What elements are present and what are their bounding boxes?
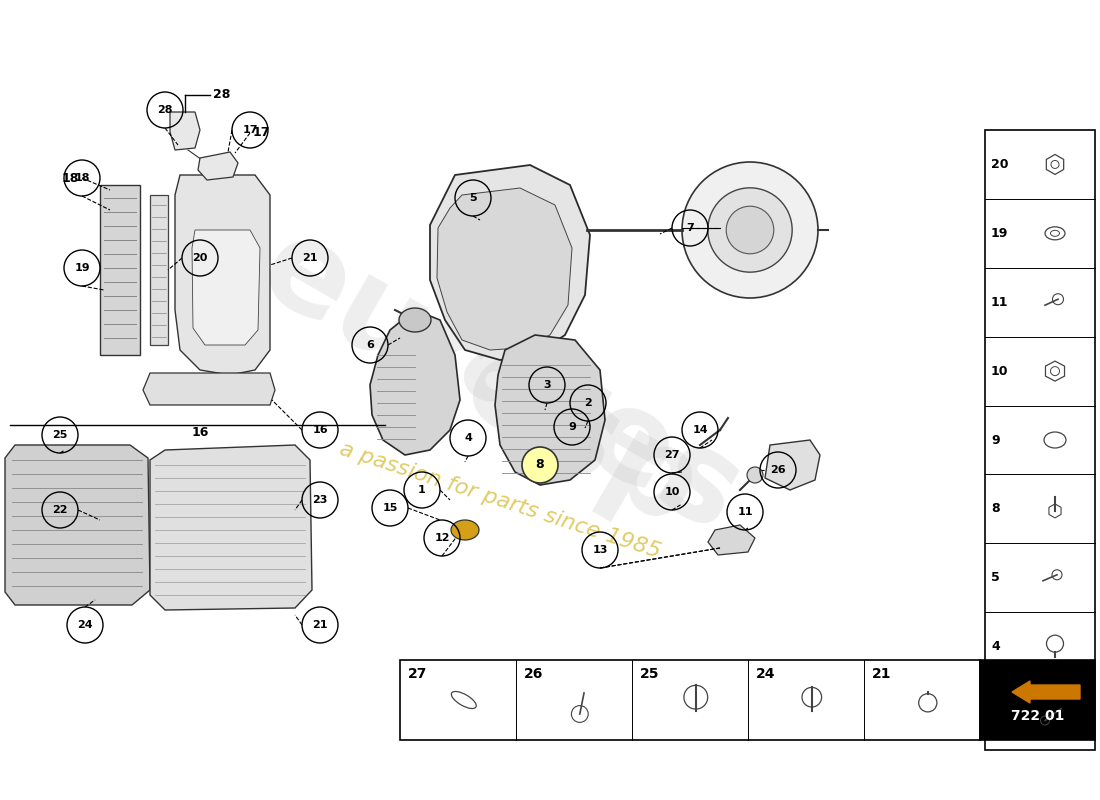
- Text: 9: 9: [991, 434, 1000, 446]
- Text: 17: 17: [253, 126, 271, 139]
- Text: 15: 15: [383, 503, 398, 513]
- Text: 7: 7: [686, 223, 694, 233]
- Text: eurosp: eurosp: [240, 206, 720, 554]
- Text: 21: 21: [302, 253, 318, 263]
- Text: 25: 25: [640, 667, 660, 681]
- Polygon shape: [150, 445, 312, 610]
- Text: 4: 4: [991, 640, 1000, 653]
- Text: 9: 9: [568, 422, 576, 432]
- Polygon shape: [170, 112, 200, 150]
- Circle shape: [707, 188, 792, 272]
- Ellipse shape: [399, 308, 431, 332]
- Ellipse shape: [451, 520, 478, 540]
- Bar: [400, 660, 980, 740]
- Polygon shape: [370, 310, 460, 455]
- Polygon shape: [6, 445, 150, 605]
- Text: 8: 8: [536, 458, 544, 471]
- Text: 722 01: 722 01: [1011, 709, 1064, 723]
- Text: 21: 21: [312, 620, 328, 630]
- FancyArrow shape: [1012, 681, 1080, 703]
- Text: 3: 3: [543, 380, 551, 390]
- Text: 16: 16: [192, 426, 209, 438]
- Polygon shape: [100, 185, 140, 355]
- Text: 20: 20: [192, 253, 208, 263]
- Polygon shape: [192, 230, 260, 345]
- Polygon shape: [437, 188, 572, 350]
- Polygon shape: [198, 152, 238, 180]
- Text: 18: 18: [75, 173, 90, 183]
- Text: 24: 24: [756, 667, 775, 681]
- Circle shape: [682, 162, 818, 298]
- Bar: [980, 660, 1094, 740]
- Text: 18: 18: [62, 171, 79, 185]
- Polygon shape: [495, 335, 605, 485]
- Text: 11: 11: [737, 507, 752, 517]
- Text: 1: 1: [418, 485, 426, 495]
- Text: 26: 26: [770, 465, 785, 475]
- Text: 2: 2: [584, 398, 592, 408]
- Text: 19: 19: [74, 263, 90, 273]
- Text: 3: 3: [991, 709, 1000, 722]
- Text: 8: 8: [991, 502, 1000, 515]
- Bar: [984, 130, 1094, 750]
- Polygon shape: [430, 165, 590, 360]
- Circle shape: [522, 447, 558, 483]
- Text: 19: 19: [991, 227, 1009, 240]
- Polygon shape: [150, 195, 168, 345]
- Text: 10: 10: [664, 487, 680, 497]
- Polygon shape: [764, 440, 820, 490]
- Polygon shape: [175, 175, 270, 375]
- Text: 14: 14: [692, 425, 707, 435]
- Text: 5: 5: [470, 193, 476, 203]
- Polygon shape: [143, 373, 275, 405]
- Text: 22: 22: [53, 505, 68, 515]
- Text: 23: 23: [312, 495, 328, 505]
- Text: 11: 11: [991, 296, 1009, 309]
- Text: 17: 17: [242, 125, 257, 135]
- Text: 5: 5: [991, 571, 1000, 584]
- Text: 4: 4: [464, 433, 472, 443]
- Text: 12: 12: [434, 533, 450, 543]
- Text: 28: 28: [157, 105, 173, 115]
- Text: ares: ares: [438, 302, 762, 558]
- Text: 24: 24: [77, 620, 92, 630]
- Text: 16: 16: [312, 425, 328, 435]
- Text: 26: 26: [524, 667, 543, 681]
- Text: 20: 20: [991, 158, 1009, 171]
- Text: 21: 21: [872, 667, 891, 681]
- Text: 27: 27: [664, 450, 680, 460]
- Circle shape: [747, 467, 763, 483]
- Text: 28: 28: [213, 89, 230, 102]
- Text: 6: 6: [366, 340, 374, 350]
- Text: 25: 25: [53, 430, 68, 440]
- Circle shape: [726, 206, 773, 254]
- Text: 13: 13: [592, 545, 607, 555]
- Text: 10: 10: [991, 365, 1009, 378]
- Text: 27: 27: [408, 667, 428, 681]
- Polygon shape: [708, 525, 755, 555]
- Text: a passion for parts since 1985: a passion for parts since 1985: [337, 438, 663, 562]
